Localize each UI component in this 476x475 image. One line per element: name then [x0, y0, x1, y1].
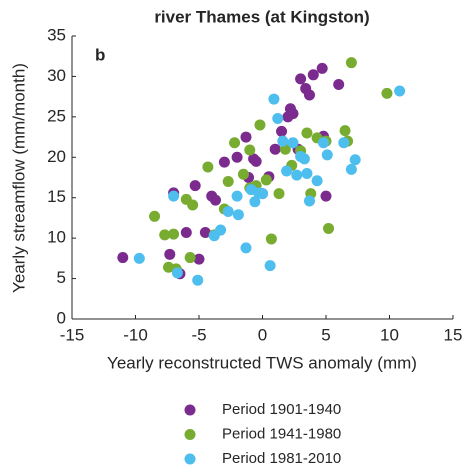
point [301, 167, 313, 179]
point [184, 252, 196, 264]
point [189, 180, 201, 192]
point [333, 79, 345, 91]
y-tick-label: 15 [47, 187, 66, 206]
point [192, 274, 204, 286]
point [273, 188, 285, 200]
x-tick-label: 10 [380, 325, 399, 344]
point [265, 233, 277, 245]
point [218, 156, 230, 168]
point [133, 252, 145, 264]
x-tick-label: -10 [123, 325, 148, 344]
point [149, 210, 161, 222]
y-tick-label: 25 [47, 106, 66, 125]
point [298, 153, 310, 165]
point [281, 165, 293, 177]
point [394, 85, 406, 97]
y-tick-label: 20 [47, 147, 66, 166]
point [320, 190, 332, 202]
point [215, 224, 227, 236]
point [222, 176, 234, 188]
point [321, 149, 333, 161]
point [254, 119, 266, 131]
point [187, 199, 199, 211]
point [272, 112, 284, 124]
point [249, 196, 261, 208]
x-tick-label: 0 [258, 325, 267, 344]
x-tick-label: -5 [191, 325, 206, 344]
point [231, 190, 243, 202]
panel-label: b [95, 45, 105, 64]
point [180, 226, 192, 238]
point [323, 222, 335, 234]
legend-label: Period 1901-1940 [222, 401, 341, 418]
point [193, 253, 205, 265]
point [264, 260, 276, 272]
legend-label: Period 1941-1980 [222, 425, 341, 442]
point [237, 168, 249, 180]
point [317, 137, 329, 149]
x-tick-label: 15 [444, 325, 463, 344]
legend-marker [184, 429, 196, 440]
point [295, 73, 307, 85]
point [269, 143, 281, 155]
point [287, 108, 299, 120]
point [240, 131, 252, 143]
point [164, 248, 176, 260]
point [301, 127, 313, 139]
point [307, 69, 319, 81]
point [303, 195, 315, 207]
point [202, 161, 214, 173]
point [171, 267, 183, 279]
point [349, 154, 361, 166]
y-tick-label: 30 [47, 66, 66, 85]
point [168, 190, 180, 202]
point [277, 135, 289, 147]
y-tick-label: 0 [57, 308, 66, 327]
x-axis-label: Yearly reconstructed TWS anomaly (mm) [107, 353, 417, 372]
legend-marker [184, 453, 196, 465]
point [338, 137, 350, 149]
point [268, 93, 280, 105]
x-tick-label: -15 [60, 325, 85, 344]
y-tick-label: 10 [47, 228, 66, 247]
point [244, 144, 256, 156]
y-tick-label: 5 [57, 268, 66, 287]
point [117, 252, 129, 264]
y-axis-label: Yearly streamflow (mm/month) [9, 63, 28, 293]
point [210, 194, 222, 206]
point [232, 209, 244, 221]
point [168, 228, 180, 240]
point [303, 89, 315, 101]
point [257, 188, 268, 200]
legend-marker [184, 404, 196, 416]
legend-label: Period 1981-2010 [222, 450, 341, 467]
point [231, 151, 243, 163]
point [345, 163, 357, 175]
point [287, 137, 299, 149]
point [311, 175, 323, 187]
y-tick-label: 35 [47, 25, 66, 44]
chart-title: river Thames (at Kingston) [154, 7, 369, 26]
point [339, 125, 351, 137]
point [199, 226, 211, 238]
x-tick-label: 5 [321, 325, 330, 344]
point [159, 229, 171, 241]
point [250, 155, 262, 167]
point [229, 137, 241, 149]
point [260, 174, 272, 186]
point [240, 242, 252, 254]
point [316, 62, 328, 74]
point [291, 169, 303, 181]
point [276, 125, 288, 137]
point [222, 205, 234, 217]
point [381, 87, 393, 99]
point [345, 57, 357, 69]
